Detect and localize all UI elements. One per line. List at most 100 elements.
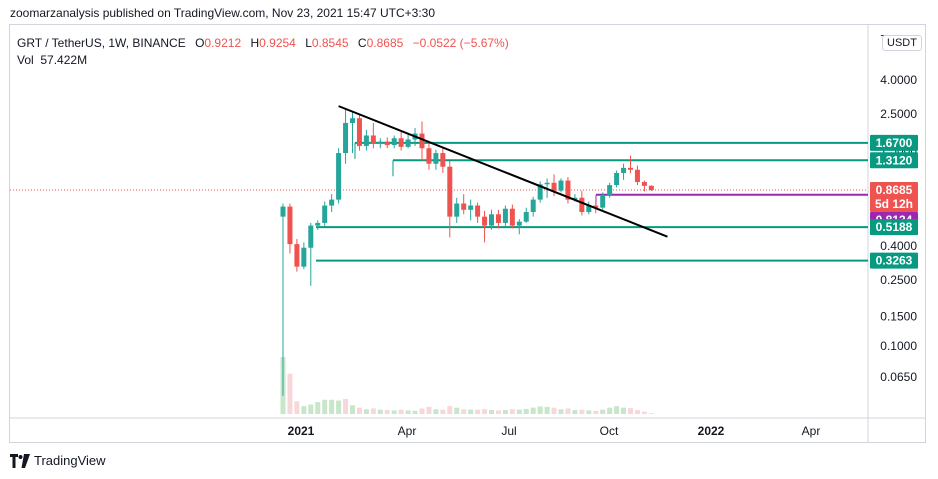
candle-body xyxy=(343,122,349,154)
volume-bar xyxy=(363,409,369,414)
volume-bar xyxy=(502,410,508,414)
volume-bar xyxy=(489,410,494,414)
price-label-bg xyxy=(870,219,918,236)
candle-body xyxy=(509,208,515,226)
volume-bar xyxy=(370,408,376,414)
candle-body xyxy=(621,167,627,173)
candle-body xyxy=(419,133,425,149)
price-label: 0.5188 xyxy=(876,220,913,234)
volume-bar xyxy=(586,410,592,414)
candle-body xyxy=(495,214,501,223)
candle-body xyxy=(565,180,571,200)
publish-line: zoomarzanalysis published on TradingView… xyxy=(10,6,436,20)
candle-body xyxy=(628,167,633,170)
volume-bar xyxy=(412,410,418,414)
volume-bar xyxy=(405,410,411,414)
volume-bar xyxy=(607,407,613,414)
volume-value: 57.422M xyxy=(40,53,88,67)
volume-bar xyxy=(614,406,620,414)
symbol-name[interactable]: GRT / TetherUS, 1W, BINANCE xyxy=(17,36,186,50)
candle-body xyxy=(405,139,411,147)
volume-bar xyxy=(391,410,397,414)
symbol-legend: GRT / TetherUS, 1W, BINANCE O0.9212 H0.9… xyxy=(17,36,509,50)
volume-bar xyxy=(468,409,474,414)
volume-bar xyxy=(544,406,550,414)
candle-body xyxy=(384,141,390,146)
price-label-bg xyxy=(870,252,918,269)
candle-body xyxy=(315,222,321,226)
volume-bar xyxy=(461,409,467,414)
candle-body xyxy=(356,118,362,146)
open-label: O xyxy=(195,36,205,50)
tradingview-logo-icon xyxy=(10,453,30,468)
volume-bar xyxy=(482,409,488,414)
volume-bar xyxy=(301,406,307,414)
y-axis-tick-label: 0.0650 xyxy=(880,370,917,384)
close-value: 0.8685 xyxy=(366,36,404,50)
volume-bar xyxy=(516,409,522,414)
candle-body xyxy=(322,205,328,223)
volume-bar xyxy=(447,406,453,414)
x-axis-tick-label: Jul xyxy=(501,424,516,438)
x-axis-tick-label: 2021 xyxy=(288,424,315,438)
price-label: 0.3263 xyxy=(876,254,913,268)
low-label: L xyxy=(305,36,312,50)
candle-body xyxy=(634,169,640,183)
volume-bar xyxy=(322,399,328,414)
candle-body xyxy=(572,197,578,200)
candle-body xyxy=(461,203,467,210)
candle-body xyxy=(502,208,508,223)
candle-body xyxy=(544,182,550,185)
y-axis-tick-label: 0.4000 xyxy=(880,239,917,253)
volume-bar xyxy=(648,413,654,414)
volume-bar xyxy=(454,407,460,414)
candle-body xyxy=(294,244,300,267)
price-label-bg xyxy=(870,196,918,212)
volume-bar xyxy=(426,406,432,414)
price-label: 1.6700 xyxy=(876,136,913,150)
candle-body xyxy=(551,182,557,191)
candle-body xyxy=(391,138,397,146)
price-label-bg xyxy=(870,152,918,169)
volume-bar xyxy=(509,409,515,414)
candle-body xyxy=(447,166,453,217)
candle-body xyxy=(370,135,376,144)
candle-body xyxy=(280,206,286,217)
volume-bar xyxy=(336,400,342,414)
volume-bar xyxy=(315,402,321,414)
candle-body xyxy=(301,247,307,267)
volume-label: Vol xyxy=(17,53,34,67)
volume-bar xyxy=(398,409,404,414)
price-label: 0.8685 xyxy=(876,183,913,197)
high-value: 0.9254 xyxy=(259,36,296,50)
candle-body xyxy=(475,205,481,217)
candle-body xyxy=(593,205,599,208)
price-label-bg xyxy=(870,134,918,151)
price-label: 1.3120 xyxy=(876,153,913,167)
candle-body xyxy=(489,214,494,226)
volume-bar xyxy=(537,406,543,414)
close-label: C xyxy=(357,36,367,50)
candle-body xyxy=(523,212,529,222)
volume-bar xyxy=(600,409,606,414)
volume-bar xyxy=(440,409,446,414)
volume-bar xyxy=(558,409,564,414)
volume-bar xyxy=(350,405,355,414)
candle-body xyxy=(641,182,647,186)
candle-body xyxy=(287,206,293,245)
volume-bar xyxy=(641,411,647,414)
footer-brand-name: TradingView xyxy=(34,453,106,468)
currency-selector[interactable]: USDT xyxy=(882,35,922,51)
x-axis-tick-label: Apr xyxy=(802,424,821,438)
volume-bar xyxy=(628,408,633,414)
volume-bar xyxy=(593,410,599,414)
candle-body xyxy=(586,205,592,213)
candle-body xyxy=(336,153,342,200)
volume-bar xyxy=(343,398,349,414)
footer-brand: TradingView xyxy=(10,453,106,468)
trendline[interactable] xyxy=(338,105,668,238)
volume-legend: Vol 57.422M xyxy=(17,53,87,67)
price-label-bg xyxy=(870,182,918,198)
volume-bar xyxy=(294,401,300,414)
